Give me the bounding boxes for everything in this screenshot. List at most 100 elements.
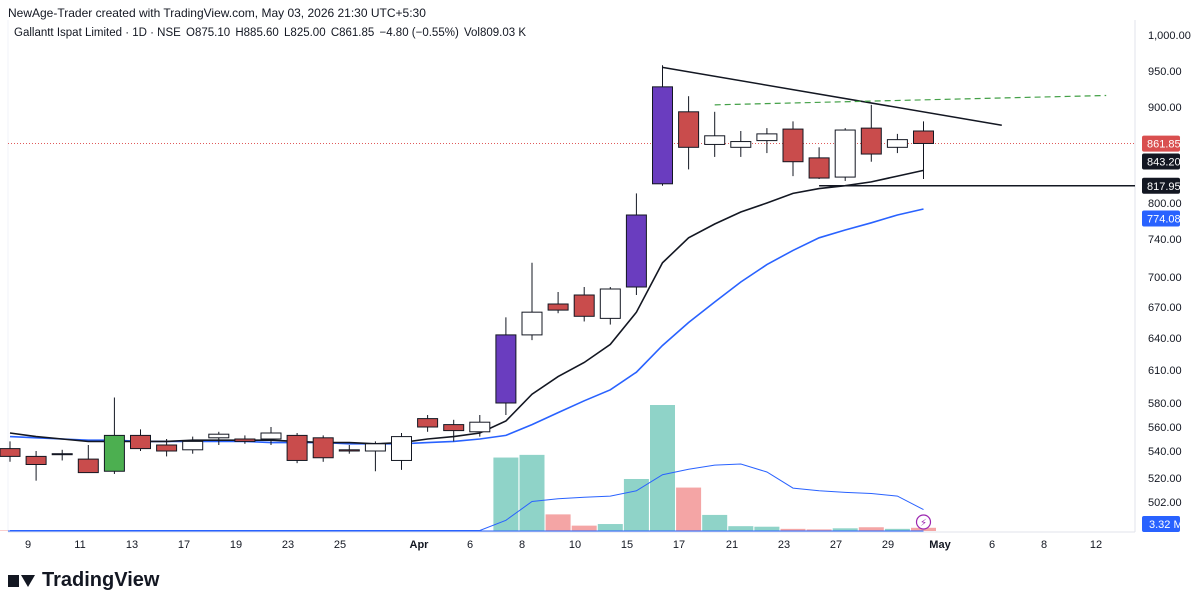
sma-long-tag-bg	[1142, 210, 1180, 227]
candle-body	[834, 129, 856, 178]
time-tick-label: 15	[621, 539, 633, 551]
brand-name: TradingView	[42, 569, 160, 591]
price-tick-label: 900.00	[1148, 102, 1182, 114]
sma-long-line	[9, 208, 924, 445]
last-price-tag-bg	[1142, 135, 1180, 152]
price-tick-label: 950.00	[1148, 66, 1182, 78]
volume-average-line	[10, 463, 924, 531]
volume-tag-bg	[1142, 516, 1180, 532]
candle-body	[208, 433, 230, 439]
candle-body	[495, 334, 517, 404]
volume-readout: Vol809.03 K	[463, 27, 527, 39]
time-tick-label: 10	[569, 539, 581, 551]
time-tick-label: 6	[989, 539, 995, 551]
tradingview-brand[interactable]: TradingView	[8, 569, 159, 592]
volume-bar	[650, 405, 675, 531]
time-tick-label: May	[929, 539, 951, 551]
trendline-drawings[interactable]: ⚡	[662, 66, 1136, 530]
volume-bar	[806, 529, 832, 531]
support-tag: 817.95	[1147, 181, 1181, 193]
candle-body	[156, 444, 178, 452]
candle-body	[521, 311, 543, 336]
price-axis[interactable]: 1,000.00 950.00 900.00 800.00 740.00 700.00 67…	[1142, 30, 1191, 532]
time-tick-label: 23	[282, 539, 294, 551]
price-tick-label: 540.00	[1148, 446, 1182, 458]
time-tick-label: 29	[882, 539, 894, 551]
time-tick-label: 12	[1090, 539, 1102, 551]
volume-bar	[728, 526, 754, 531]
candle-body	[103, 434, 125, 472]
symbol-name[interactable]: Gallantt Ispat Limited · 1D · NSE	[14, 27, 181, 39]
candle-body	[364, 443, 386, 452]
candle-body	[260, 432, 282, 440]
candle-body	[756, 133, 778, 142]
time-tick-label: 8	[519, 539, 525, 551]
volume-bar	[493, 457, 519, 531]
candle-body	[652, 86, 673, 185]
ohlc-high: H885.60	[235, 27, 279, 39]
volume-bar	[571, 525, 597, 531]
time-tick-label: 25	[334, 539, 346, 551]
candle-body	[808, 157, 830, 179]
candlesticks[interactable]	[0, 65, 934, 481]
candle-body	[573, 294, 595, 317]
candle-body	[599, 288, 621, 319]
volume-bar	[884, 528, 910, 531]
price-tick-label: 1,000.00	[1148, 30, 1191, 42]
candle-body	[286, 434, 308, 461]
resistance-dashed-line	[714, 94, 1107, 106]
symbol-legend: Gallantt Ispat Limited · 1D · NSE O875.1…	[14, 27, 528, 39]
candle-body	[391, 436, 412, 461]
time-tick-label: 8	[1041, 539, 1047, 551]
ohlc-open: O875.10	[186, 27, 231, 39]
sma-short-line	[9, 169, 924, 445]
price-tick-label: 560.00	[1148, 422, 1182, 434]
volume-bar	[702, 514, 728, 531]
price-tick-label: 610.00	[1148, 365, 1182, 377]
time-tick-label: 19	[230, 539, 242, 551]
resistance-trendline	[662, 66, 1002, 126]
volume-bar	[545, 514, 571, 531]
candle-body	[51, 453, 73, 456]
candle-body	[338, 449, 360, 452]
time-tick-label: 21	[726, 539, 738, 551]
sma-short-tag: 843.20	[1147, 157, 1181, 169]
candle-body	[886, 139, 908, 148]
price-tick-label: 640.00	[1148, 333, 1182, 345]
ohlc-change: −4.80 (−0.55%)	[379, 27, 459, 39]
sma-short-tag-bg	[1142, 153, 1180, 170]
candle-body	[860, 127, 882, 155]
candle-body	[417, 418, 439, 428]
candle-body	[130, 434, 151, 450]
ohlc-close: C861.85	[330, 27, 375, 39]
time-axis[interactable]: 9 11 13 17 19 23 25 Apr 6 8 10 15 17 21 23 27 29 May 6 8 12	[25, 539, 1102, 551]
chart-grid	[7, 20, 1136, 533]
price-tick-label: 520.00	[1148, 473, 1182, 485]
volume-bar	[519, 454, 545, 531]
time-tick-label: 9	[25, 539, 31, 551]
support-tag-bg	[1142, 177, 1180, 194]
last-price-tag: 861.85	[1147, 139, 1181, 151]
volume-bar	[597, 524, 623, 531]
price-tick-label: 740.00	[1148, 234, 1182, 246]
candle-body	[234, 438, 256, 442]
candle-body	[547, 303, 569, 311]
candle-body	[469, 421, 491, 433]
lightning-icon: ⚡	[920, 518, 927, 529]
candle-body	[0, 448, 21, 457]
volume-bar	[858, 527, 884, 531]
candle-body	[678, 111, 700, 148]
volume-bar	[832, 528, 858, 531]
price-tick-label: 670.00	[1148, 302, 1182, 314]
price-tick-label: 700.00	[1148, 272, 1182, 284]
sma-long-tag: 774.08	[1147, 214, 1181, 226]
time-tick-label: 17	[178, 539, 190, 551]
price-tick-label: 580.00	[1148, 398, 1182, 410]
candle-body	[913, 130, 934, 144]
volume-bars	[0, 405, 936, 532]
tradingview-logo-icon	[8, 573, 36, 589]
price-tick-label: 800.00	[1148, 198, 1182, 210]
candle-body	[704, 135, 726, 145]
time-tick-label: 13	[126, 539, 138, 551]
